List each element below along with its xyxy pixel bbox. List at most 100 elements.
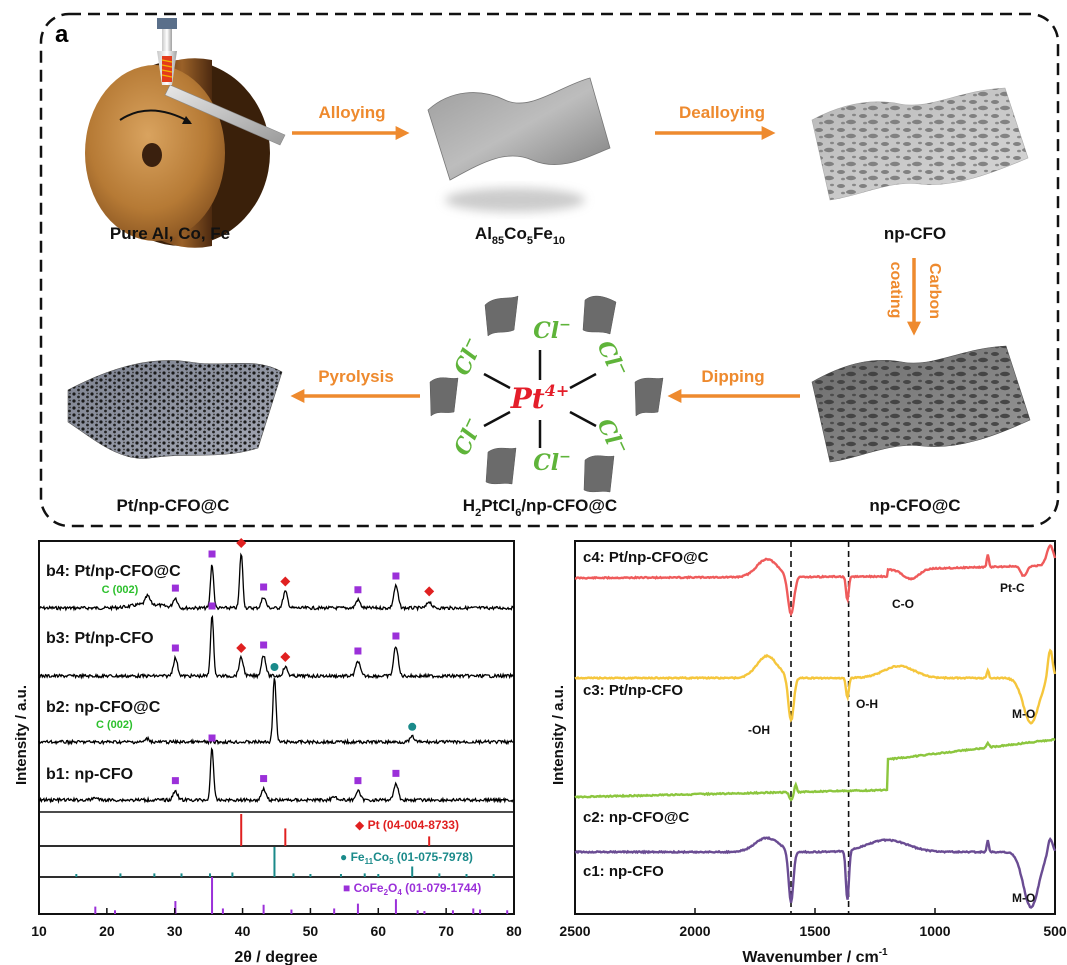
annotation-oh-left: -OH bbox=[748, 723, 770, 737]
annotation-c-o: C-O bbox=[892, 597, 914, 611]
ftir-xtick-label-1: 2000 bbox=[679, 923, 710, 939]
panel-a-schematic: a Pure Al, Co, Fe Alloying bbox=[39, 12, 1060, 528]
caption-np-cfo-carbon: np-CFO@C bbox=[869, 496, 960, 515]
sheet-flakes-icon bbox=[429, 295, 664, 493]
ftir-xtick-label-0: 2500 bbox=[559, 923, 590, 939]
pt-np-cfo-carbon-sheet-icon bbox=[67, 360, 283, 459]
cl-ligand-upper-left: Cl− bbox=[448, 334, 488, 379]
annotation-mo-c3: M-O bbox=[1012, 707, 1035, 721]
caption-np-cfo: np-CFO bbox=[884, 224, 946, 243]
peak-marker-3-square-4 bbox=[392, 769, 400, 777]
annotation-pt-c: Pt-C bbox=[1000, 581, 1025, 595]
xrd-xtick-label-1: 20 bbox=[99, 923, 115, 939]
peak-marker-1-diamond-0 bbox=[236, 643, 247, 653]
step-pyrolysis-label: Pyrolysis bbox=[318, 367, 394, 386]
peak-marker-0-square-4 bbox=[392, 572, 400, 580]
xrd-trace-4 bbox=[38, 552, 515, 612]
peak-marker-1-square-0 bbox=[171, 644, 179, 652]
panel-c-ftir-chart: c4: Pt/np-CFO@C c3: Pt/np-CFO c2: np-CFO… bbox=[550, 540, 1067, 965]
np-cfo-carbon-sheet-icon bbox=[811, 345, 1031, 463]
step-alloying-label: Alloying bbox=[318, 103, 385, 122]
series-c4-label: c4: Pt/np-CFO@C bbox=[583, 549, 709, 566]
ftir-trace-4 bbox=[574, 543, 1057, 617]
peak-marker-2-circle-0 bbox=[270, 663, 279, 671]
step-dipping-label: Dipping bbox=[701, 367, 764, 386]
ref-fe11co5-label: ● Fe11Co5 (01-075-7978) bbox=[340, 850, 473, 866]
xrd-xtick-label-7: 80 bbox=[506, 923, 522, 939]
peak-marker-0-diamond-1 bbox=[280, 576, 291, 587]
series-b2-label: b2: np-CFO@C bbox=[46, 699, 161, 716]
annotation-mo-c1: M-O bbox=[1012, 891, 1035, 905]
pt-center-label: Pt4+ bbox=[510, 381, 570, 415]
ref-panel-3 bbox=[38, 876, 515, 915]
step-coating-label: coating bbox=[887, 262, 904, 319]
ref-cofe2o4-label: ■ CoFe2O4 (01-079-1744) bbox=[343, 881, 481, 897]
xrd-xtick-label-6: 70 bbox=[438, 923, 454, 939]
ftir-xtick-label-2: 1500 bbox=[799, 923, 830, 939]
ftir-x-axis-label: Wavenumber / cm-1 bbox=[742, 947, 888, 965]
xrd-x-axis-label: 2θ / degree bbox=[234, 949, 317, 965]
peak-marker-1-square-3 bbox=[354, 647, 362, 655]
peak-marker-1-square-2 bbox=[260, 641, 268, 649]
melt-spinning-wheel-icon bbox=[85, 18, 286, 248]
ftir-trace-3 bbox=[574, 648, 1057, 725]
ftir-xtick-label-3: 1000 bbox=[919, 923, 950, 939]
peak-marker-1-diamond-1 bbox=[280, 652, 291, 662]
peak-marker-0-diamond-2 bbox=[424, 586, 435, 597]
series-b3-label: b3: Pt/np-CFO bbox=[46, 630, 154, 647]
pt-chloride-complex-diagram: Pt4+ Cl− Cl− Cl− Cl− Cl− Cl− bbox=[429, 295, 664, 493]
xrd-trace-2 bbox=[38, 678, 514, 746]
ftir-trace-2 bbox=[574, 737, 1056, 802]
series-c1-label: c1: np-CFO bbox=[583, 863, 664, 880]
peak-marker-1-square-4 bbox=[392, 632, 400, 640]
xrd-xtick-label-2: 30 bbox=[167, 923, 183, 939]
peak-marker-1-square-1 bbox=[208, 602, 216, 610]
ftir-plot-frame bbox=[574, 540, 1056, 915]
ftir-trace-1 bbox=[574, 835, 1057, 909]
xrd-xtick-label-0: 10 bbox=[31, 923, 47, 939]
xrd-xtick-label-4: 50 bbox=[303, 923, 319, 939]
peak-marker-0-square-0 bbox=[171, 584, 179, 592]
peak-marker-0-square-1 bbox=[208, 550, 216, 558]
peak-marker-3-square-2 bbox=[260, 775, 268, 783]
series-b4-label: b4: Pt/np-CFO@C bbox=[46, 563, 181, 580]
annotation-oh-right: O-H bbox=[856, 697, 878, 711]
step-carbon-label: Carbon bbox=[926, 263, 943, 319]
alloy-sheet-icon bbox=[427, 77, 611, 212]
peak-marker-3-square-3 bbox=[354, 777, 362, 785]
ref-pt-label: ◆ Pt (04-004-8733) bbox=[355, 818, 459, 832]
c002-annotation-b2: C (002) bbox=[96, 719, 133, 731]
xrd-xtick-label-3: 40 bbox=[235, 923, 251, 939]
panel-a-label: a bbox=[55, 21, 69, 48]
xrd-trace-1 bbox=[38, 746, 514, 805]
caption-pt-np-cfo-carbon: Pt/np-CFO@C bbox=[117, 496, 230, 515]
c002-annotation-b4: C (002) bbox=[102, 584, 139, 596]
ftir-xtick-label-4: 500 bbox=[1043, 923, 1067, 939]
peak-marker-2-circle-1 bbox=[408, 722, 417, 731]
np-cfo-sheet-icon bbox=[811, 87, 1029, 201]
xrd-trace-3 bbox=[39, 614, 515, 680]
series-c3-label: c3: Pt/np-CFO bbox=[583, 682, 683, 699]
caption-h2ptcl6: H2PtCl6/np-CFO@C bbox=[463, 496, 617, 519]
peak-marker-3-square-0 bbox=[171, 777, 179, 785]
cl-ligand-lower-left: Cl− bbox=[448, 414, 488, 459]
peak-marker-3-square-1 bbox=[208, 734, 216, 742]
peak-marker-0-square-2 bbox=[260, 583, 268, 591]
cl-ligand-upper-right: Cl− bbox=[592, 336, 632, 381]
panel-b-xrd-chart: b4: Pt/np-CFO@C b3: Pt/np-CFO b2: np-CFO… bbox=[13, 538, 522, 965]
caption-pure-metals: Pure Al, Co, Fe bbox=[110, 224, 230, 243]
series-c2-label: c2: np-CFO@C bbox=[583, 809, 689, 826]
cl-ligand-bottom: Cl− bbox=[533, 449, 571, 476]
peak-marker-0-diamond-0 bbox=[236, 538, 247, 548]
cl-ligand-top: Cl− bbox=[533, 317, 571, 344]
peak-marker-0-square-3 bbox=[354, 586, 362, 594]
step-dealloying-label: Dealloying bbox=[679, 103, 765, 122]
xrd-xtick-label-5: 60 bbox=[370, 923, 386, 939]
cl-ligand-lower-right: Cl− bbox=[592, 414, 632, 459]
series-b1-label: b1: np-CFO bbox=[46, 766, 133, 783]
caption-alloy-composition: Al85Co5Fe10 bbox=[475, 224, 565, 247]
panel-a-dashed-frame bbox=[39, 12, 1060, 528]
xrd-y-axis-label: Intensity / a.u. bbox=[13, 685, 30, 785]
ftir-y-axis-label: Intensity / a.u. bbox=[550, 685, 567, 785]
